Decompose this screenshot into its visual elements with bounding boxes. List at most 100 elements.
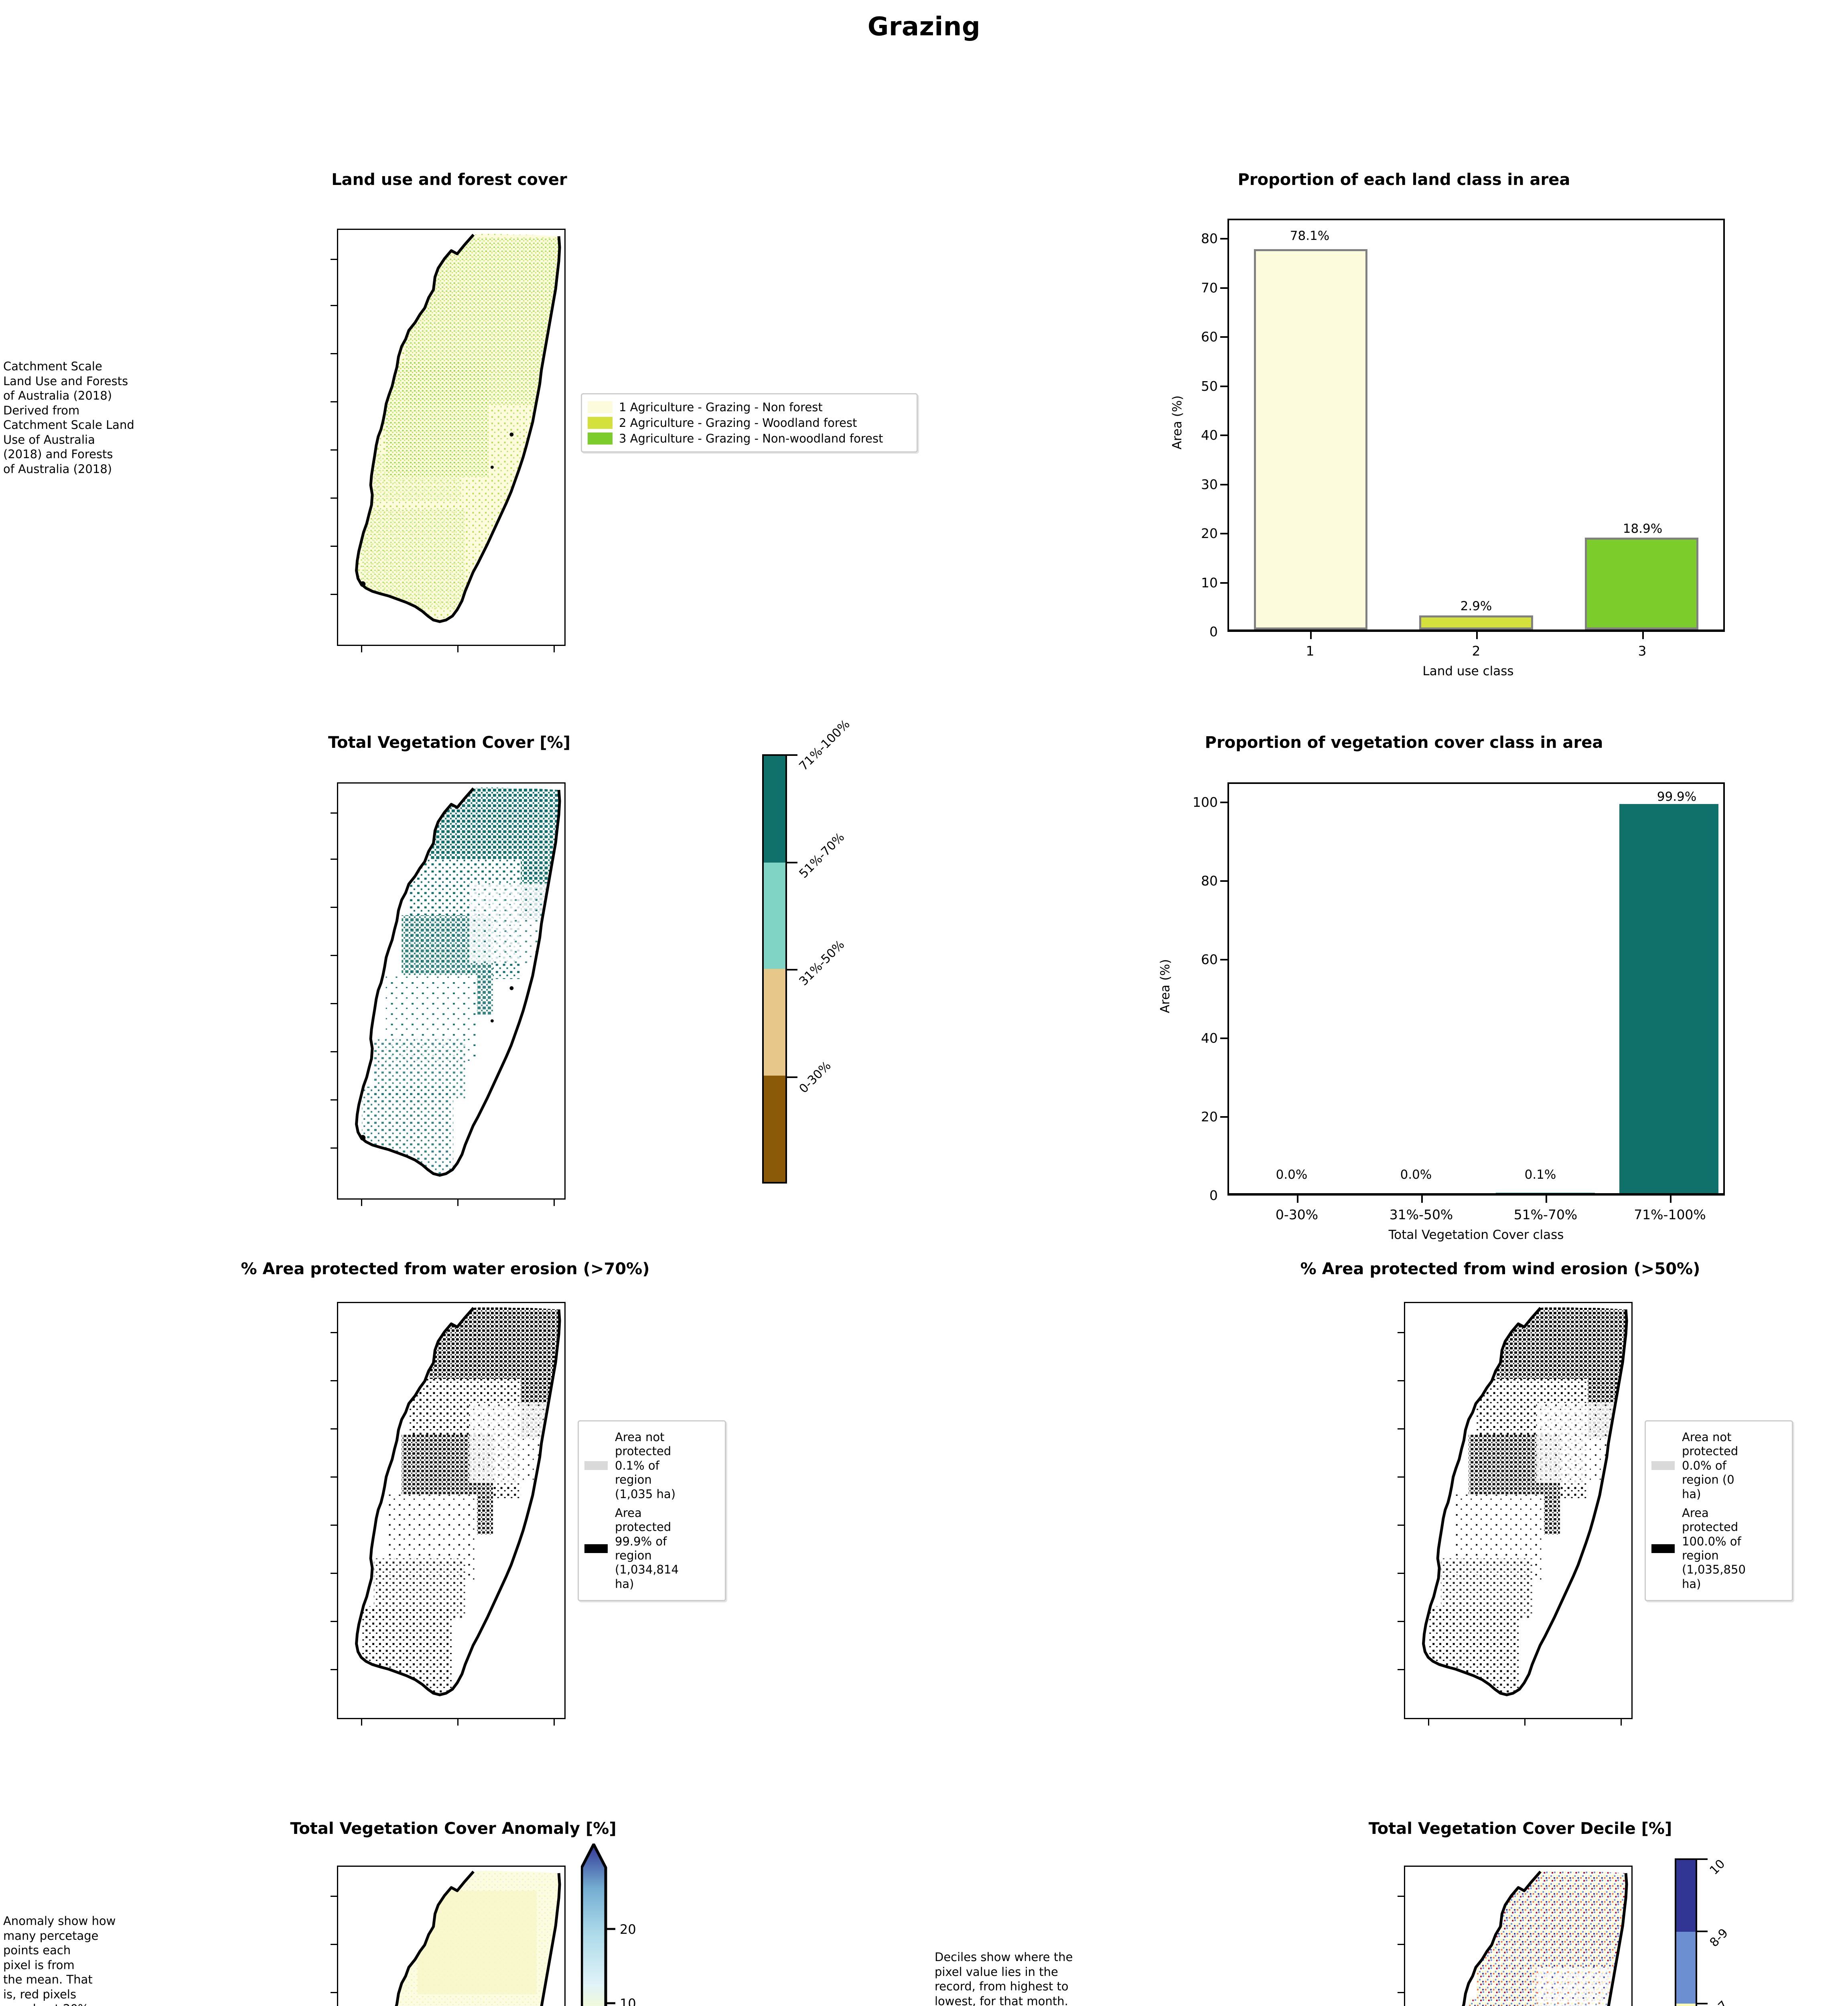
page-title: Grazing [867, 12, 981, 42]
legend-item: 3 Agriculture - Grazing - Non-woodland f… [588, 432, 911, 445]
decile-map [1404, 1866, 1633, 2006]
decile-map-graphic [1423, 1870, 1628, 2006]
ytick-70: 70 [1201, 280, 1218, 296]
map-tick [331, 1944, 337, 1945]
map-tick [1428, 1719, 1429, 1726]
xtick-51-70: 51%-70% [1513, 1207, 1578, 1222]
xtick-mark [1642, 632, 1644, 639]
veg-class-plot [1227, 782, 1725, 1196]
ytick-10: 10 [1201, 575, 1218, 591]
map-tick [331, 497, 337, 499]
ytick-mark [1220, 434, 1227, 436]
legend-label-not-protected: Area not protected 0.0% of region (0 ha) [1682, 1430, 1738, 1501]
cbar-tick [787, 862, 797, 863]
ytick-mark [1220, 336, 1227, 338]
ytick-80: 80 [1201, 231, 1218, 246]
legend-item: 2 Agriculture - Grazing - Woodland fores… [588, 416, 911, 430]
map-tick [331, 401, 337, 402]
map-tick [1398, 1944, 1404, 1945]
ytick-mark [1220, 880, 1227, 882]
land-use-legend: 1 Agriculture - Grazing - Non forest 2 A… [581, 393, 918, 453]
cbar-tick [1697, 1858, 1708, 1860]
legend-swatch-protected [584, 1544, 608, 1553]
map-tick [1398, 1992, 1404, 1993]
cbar-tick [1697, 1931, 1708, 1932]
water-erosion-legend: Area not protected 0.1% of region (1,035… [578, 1420, 726, 1602]
legend-item-protected: Area protected 100.0% of region (1,035,8… [1651, 1506, 1786, 1591]
bar-value-71-100: 99.9% [1657, 790, 1697, 804]
xtick-1: 1 [1306, 643, 1314, 659]
veg-class-chart: 0.0% 0.0% 0.1% 99.9% 100 80 60 40 20 0 0… [1158, 782, 1745, 1242]
legend-label-protected: Area protected 100.0% of region (1,035,8… [1682, 1506, 1746, 1591]
cbar-seg-31-50 [764, 969, 785, 1076]
map-tick [361, 646, 362, 652]
legend-label-nonforest: 1 Agriculture - Grazing - Non forest [619, 400, 823, 414]
cbar-label-10: 10 [1707, 1857, 1728, 1878]
land-use-map-graphic [355, 233, 561, 623]
map-tick [554, 1200, 555, 1206]
map-tick [1398, 1476, 1404, 1478]
map-tick [457, 1200, 458, 1206]
legend-item-protected: Area protected 99.9% of region (1,034,81… [584, 1506, 719, 1591]
wind-erosion-panel-title: % Area protected from wind erosion (>50%… [1300, 1260, 1700, 1278]
decile-note: Deciles show where the pixel value lies … [935, 1950, 1073, 2006]
map-tick [1398, 1896, 1404, 1897]
ytick-0: 0 [1209, 1188, 1218, 1203]
cbar-label-31-50: 31%-50% [796, 938, 848, 989]
map-tick [331, 594, 337, 595]
anomaly-tick-20: 20 [620, 1922, 636, 1937]
water-erosion-map [337, 1302, 566, 1719]
map-tick [331, 259, 337, 260]
ytick-mark [1220, 386, 1227, 387]
ytick-mark [1220, 1116, 1227, 1118]
anomaly-map [337, 1866, 566, 2006]
veg-cover-colorbar [762, 754, 787, 1184]
ytick-100: 100 [1193, 794, 1218, 810]
legend-swatch-woodland [588, 417, 613, 429]
legend-item-not-protected: Area not protected 0.1% of region (1,035… [584, 1430, 719, 1501]
xtick-3: 3 [1638, 643, 1647, 659]
cbar-seg-10 [1676, 1860, 1696, 1932]
yaxis-title: Area (%) [1158, 959, 1172, 1013]
ytick-mark [1220, 238, 1227, 240]
map-tick [331, 449, 337, 451]
cbar-label-4-7: 4-7 [1707, 1998, 1731, 2006]
map-tick [331, 1380, 337, 1381]
decile-colorbar [1675, 1858, 1697, 2006]
xtick-mark [1421, 1196, 1423, 1203]
map-tick [1398, 1380, 1404, 1381]
xtick-2: 2 [1472, 643, 1481, 659]
ytick-30: 30 [1201, 477, 1218, 492]
legend-label-woodland: 2 Agriculture - Grazing - Woodland fores… [619, 416, 857, 430]
land-use-panel-title: Land use and forest cover [331, 171, 567, 189]
cbar-seg-8-9 [1676, 1931, 1696, 2004]
legend-item: 1 Agriculture - Grazing - Non forest [588, 400, 911, 414]
bar-class-3[interactable] [1585, 537, 1699, 629]
map-tick [554, 1719, 555, 1726]
cbar-seg-4-7 [1676, 2003, 1696, 2006]
bar-class-1[interactable] [1254, 249, 1367, 629]
bar-value-1: 78.1% [1290, 229, 1330, 243]
bar-veg-71-100[interactable] [1619, 804, 1718, 1193]
cbar-tick [1697, 2003, 1708, 2004]
bar-class-2[interactable] [1419, 615, 1533, 629]
map-tick [331, 1099, 337, 1100]
map-tick [1524, 1719, 1525, 1726]
cbar-label-71-100: 71%-100% [796, 717, 853, 774]
map-tick [361, 1719, 362, 1726]
ytick-mark [1220, 533, 1227, 534]
anomaly-panel-title: Total Vegetation Cover Anomaly [%] [290, 1819, 617, 1838]
map-tick [331, 1147, 337, 1149]
map-tick [361, 1200, 362, 1206]
map-tick [331, 1992, 337, 1993]
legend-item-not-protected: Area not protected 0.0% of region (0 ha) [1651, 1430, 1786, 1501]
xtick-0-30: 0-30% [1275, 1207, 1319, 1222]
land-use-map [337, 229, 566, 646]
map-tick [331, 305, 337, 306]
ytick-mark [1220, 959, 1227, 960]
map-tick [1398, 1669, 1404, 1670]
map-tick [331, 353, 337, 354]
veg-cover-panel-title: Total Vegetation Cover [%] [328, 733, 571, 752]
map-tick [331, 1051, 337, 1052]
wind-erosion-legend: Area not protected 0.0% of region (0 ha)… [1645, 1420, 1793, 1602]
